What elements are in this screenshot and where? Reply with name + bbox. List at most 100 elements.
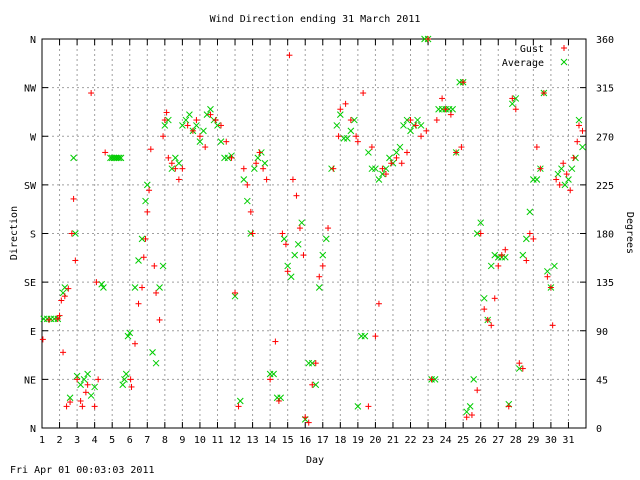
gust-point	[102, 149, 109, 156]
average-point	[319, 251, 327, 259]
average-point	[243, 197, 251, 205]
data-points	[39, 35, 586, 426]
average-point	[71, 230, 79, 237]
x-tick-label: 6	[127, 435, 133, 446]
average-point	[480, 294, 488, 302]
y-tick-label-right: 270	[596, 132, 614, 143]
average-point	[508, 100, 516, 108]
x-tick-label: 4	[92, 435, 98, 446]
average-point	[179, 122, 186, 129]
x-tick-label: 5	[109, 435, 115, 446]
gust-point	[84, 381, 91, 388]
average-point	[522, 235, 530, 243]
average-point	[379, 170, 386, 178]
x-tick-label: 2	[57, 435, 63, 446]
gust-point	[142, 235, 149, 242]
y-axis-right-label: Degrees	[624, 212, 635, 254]
legend-markers	[560, 45, 568, 66]
gust-point	[175, 176, 182, 183]
gust-point	[567, 187, 574, 194]
gust-point	[360, 90, 367, 97]
average-point	[84, 370, 91, 378]
average-point	[142, 197, 149, 205]
average-point	[87, 392, 95, 399]
average-point	[161, 122, 169, 129]
average-point	[236, 397, 244, 405]
x-tick-label: 16	[299, 435, 311, 446]
average-point	[312, 381, 320, 389]
gust-point	[468, 412, 475, 419]
gust-point	[540, 90, 547, 97]
average-point	[365, 149, 372, 156]
x-tick-label: 13	[247, 435, 259, 446]
y-tick-label-left: S	[30, 230, 36, 241]
gust-point	[453, 149, 460, 156]
gust-point	[163, 109, 170, 116]
x-tick-label: 11	[211, 435, 223, 446]
average-point	[407, 127, 414, 135]
gust-point	[161, 117, 168, 124]
gust-point	[58, 297, 65, 304]
y-tick-label-left: W	[30, 132, 37, 143]
average-point	[375, 176, 383, 183]
gust-point	[247, 208, 254, 215]
gust-point	[393, 154, 400, 161]
gust-point	[312, 360, 319, 367]
gust-point	[404, 149, 411, 156]
gust-point	[189, 127, 196, 134]
average-point	[568, 165, 576, 173]
average-point	[308, 359, 316, 367]
average-point	[315, 284, 323, 291]
gust-point	[70, 195, 77, 202]
average-point	[343, 135, 351, 142]
gust-point	[223, 138, 230, 145]
gust-point	[140, 254, 147, 261]
y-tick-label-left: SW	[24, 181, 37, 192]
gust-point	[172, 165, 179, 172]
gust-point	[79, 403, 86, 410]
gust-point	[574, 138, 581, 145]
average-point	[214, 122, 221, 129]
gust-point	[484, 316, 491, 323]
y-tick-label-right: 360	[596, 35, 614, 46]
average-point	[164, 116, 172, 124]
average-point	[200, 127, 207, 135]
gust-point	[168, 160, 175, 167]
average-point	[333, 122, 341, 129]
y-tick-label-right: 180	[596, 230, 614, 241]
legend-label-average: Average	[502, 58, 544, 69]
gust-point	[128, 383, 135, 390]
average-point	[143, 181, 151, 189]
x-tick-label: 8	[162, 435, 168, 446]
gust-point	[428, 376, 435, 383]
average-point	[100, 284, 107, 291]
average-point	[254, 154, 262, 162]
gust-point	[267, 376, 274, 383]
average-point	[491, 251, 499, 259]
gust-point	[39, 336, 46, 343]
average-point	[403, 116, 411, 124]
gust-point	[65, 285, 72, 292]
average-point	[487, 262, 495, 270]
gust-point	[179, 165, 186, 172]
average-point	[561, 181, 569, 189]
average-point	[417, 122, 425, 129]
average-point	[287, 273, 295, 281]
average-point	[322, 235, 330, 243]
x-axis-label: Day	[306, 455, 324, 466]
legend: Gust Average	[502, 44, 568, 69]
y-tick-label-left: SE	[24, 278, 36, 289]
average-point	[414, 116, 421, 124]
gust-point	[275, 397, 282, 404]
average-point	[122, 370, 130, 378]
average-point	[152, 359, 160, 367]
x-tick-label: 31	[562, 435, 574, 446]
average-point	[533, 176, 541, 183]
gust-point	[95, 376, 102, 383]
average-point	[77, 381, 84, 389]
x-tick-label: 10	[194, 435, 206, 446]
average-point	[217, 138, 225, 146]
gust-point	[139, 284, 146, 291]
average-point	[80, 376, 88, 383]
grid-lines	[42, 39, 586, 428]
